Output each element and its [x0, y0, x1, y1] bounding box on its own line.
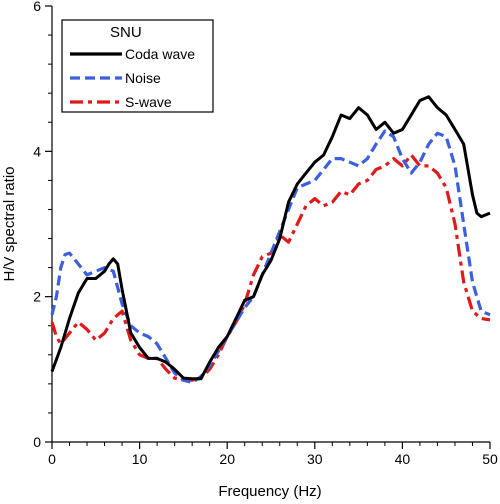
- series-layer: [50, 95, 491, 384]
- legend-box: [61, 19, 214, 113]
- y-tick-label: 2: [33, 289, 41, 305]
- x-tick-label: 40: [395, 451, 411, 467]
- x-axis-title: Frequency (Hz): [218, 483, 321, 500]
- legend-title: SNU: [110, 24, 142, 41]
- legend-label-coda-wave: Coda wave: [125, 46, 195, 62]
- x-tick-label: 0: [48, 451, 56, 467]
- x-tick-label: 30: [307, 451, 323, 467]
- x-tick-label: 50: [482, 451, 498, 467]
- axes: 0 10 20 30 40 50 0 2 4 6: [33, 0, 498, 467]
- y-tick-label: 4: [33, 143, 41, 159]
- legend-label-s-wave: S-wave: [125, 94, 172, 110]
- x-tick-label: 20: [219, 451, 235, 467]
- y-axis-title: H/V spectral ratio: [1, 166, 18, 281]
- x-tick-label: 10: [132, 451, 148, 467]
- legend-items: Coda wave Noise S-wave: [70, 46, 195, 110]
- y-tick-label: 0: [33, 434, 41, 450]
- series-line-s-wave: [50, 153, 491, 382]
- legend-label-noise: Noise: [125, 70, 161, 86]
- legend: SNU Coda wave Noise S-wave: [61, 19, 214, 113]
- series-line-coda-wave: [50, 95, 491, 381]
- y-tick-label: 6: [33, 0, 41, 14]
